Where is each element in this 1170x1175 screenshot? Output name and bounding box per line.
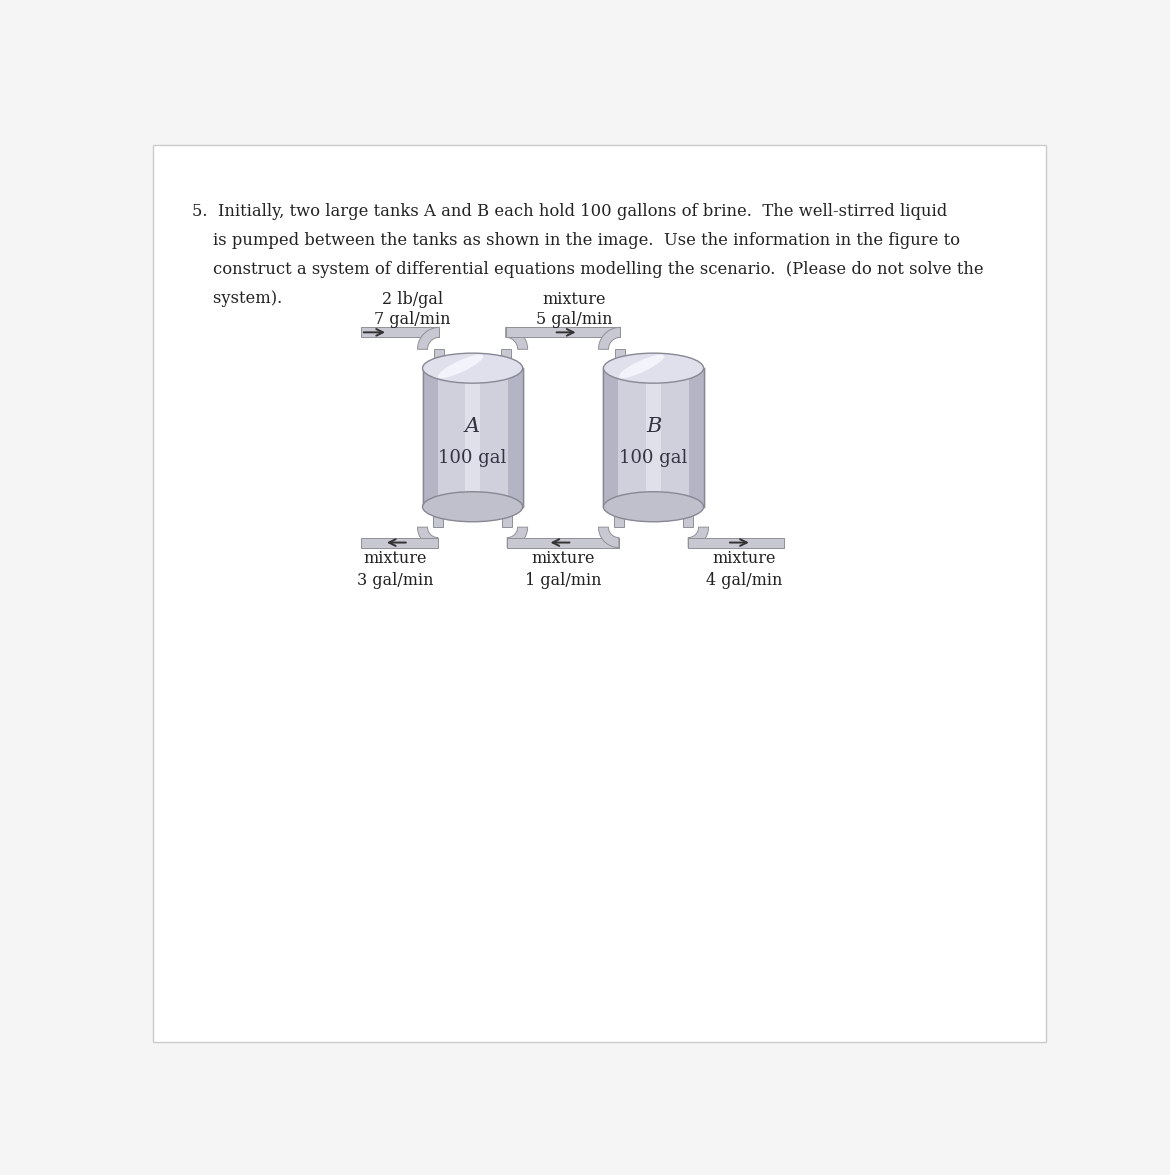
Text: 2 lb/gal: 2 lb/gal (381, 290, 443, 308)
Text: mixture: mixture (713, 550, 776, 568)
Text: 3 gal/min: 3 gal/min (357, 572, 434, 589)
Text: mixture: mixture (543, 290, 606, 308)
Polygon shape (464, 368, 480, 506)
Text: 5.  Initially, two large tanks A and B each hold 100 gallons of brine.  The well: 5. Initially, two large tanks A and B ea… (192, 202, 947, 220)
Text: is pumped between the tanks as shown in the image.  Use the information in the f: is pumped between the tanks as shown in … (192, 231, 959, 249)
Polygon shape (360, 537, 438, 548)
Polygon shape (683, 510, 693, 528)
Polygon shape (646, 368, 661, 506)
Polygon shape (418, 528, 438, 548)
Polygon shape (508, 528, 528, 548)
Text: 4 gal/min: 4 gal/min (706, 572, 783, 589)
Polygon shape (688, 537, 784, 548)
Text: B: B (646, 417, 661, 436)
Text: system).: system). (192, 290, 282, 308)
Ellipse shape (604, 491, 703, 522)
Text: 5 gal/min: 5 gal/min (536, 310, 613, 328)
Polygon shape (508, 368, 523, 506)
Text: mixture: mixture (364, 550, 427, 568)
Text: A: A (464, 417, 480, 436)
Polygon shape (501, 349, 510, 365)
FancyBboxPatch shape (153, 145, 1046, 1042)
Polygon shape (422, 368, 523, 506)
Ellipse shape (619, 355, 665, 378)
Polygon shape (614, 510, 624, 528)
Polygon shape (418, 328, 440, 349)
Text: 7 gal/min: 7 gal/min (374, 310, 450, 328)
Text: 100 gal: 100 gal (619, 449, 688, 468)
Polygon shape (505, 328, 528, 349)
Polygon shape (604, 368, 619, 506)
Polygon shape (615, 349, 626, 365)
Text: mixture: mixture (531, 550, 594, 568)
Ellipse shape (422, 491, 523, 522)
Ellipse shape (438, 355, 483, 378)
Polygon shape (505, 328, 620, 337)
Ellipse shape (604, 354, 703, 383)
Polygon shape (422, 368, 438, 506)
Text: 1 gal/min: 1 gal/min (525, 572, 601, 589)
Polygon shape (360, 328, 440, 337)
Polygon shape (599, 528, 619, 548)
Polygon shape (502, 510, 512, 528)
Polygon shape (433, 510, 443, 528)
Polygon shape (434, 349, 445, 365)
Polygon shape (604, 368, 703, 506)
Polygon shape (599, 328, 620, 349)
Ellipse shape (422, 354, 523, 383)
Polygon shape (508, 537, 619, 548)
Polygon shape (688, 528, 709, 548)
Polygon shape (689, 368, 703, 506)
Text: construct a system of differential equations modelling the scenario.  (Please do: construct a system of differential equat… (192, 261, 983, 278)
Text: 100 gal: 100 gal (439, 449, 507, 468)
